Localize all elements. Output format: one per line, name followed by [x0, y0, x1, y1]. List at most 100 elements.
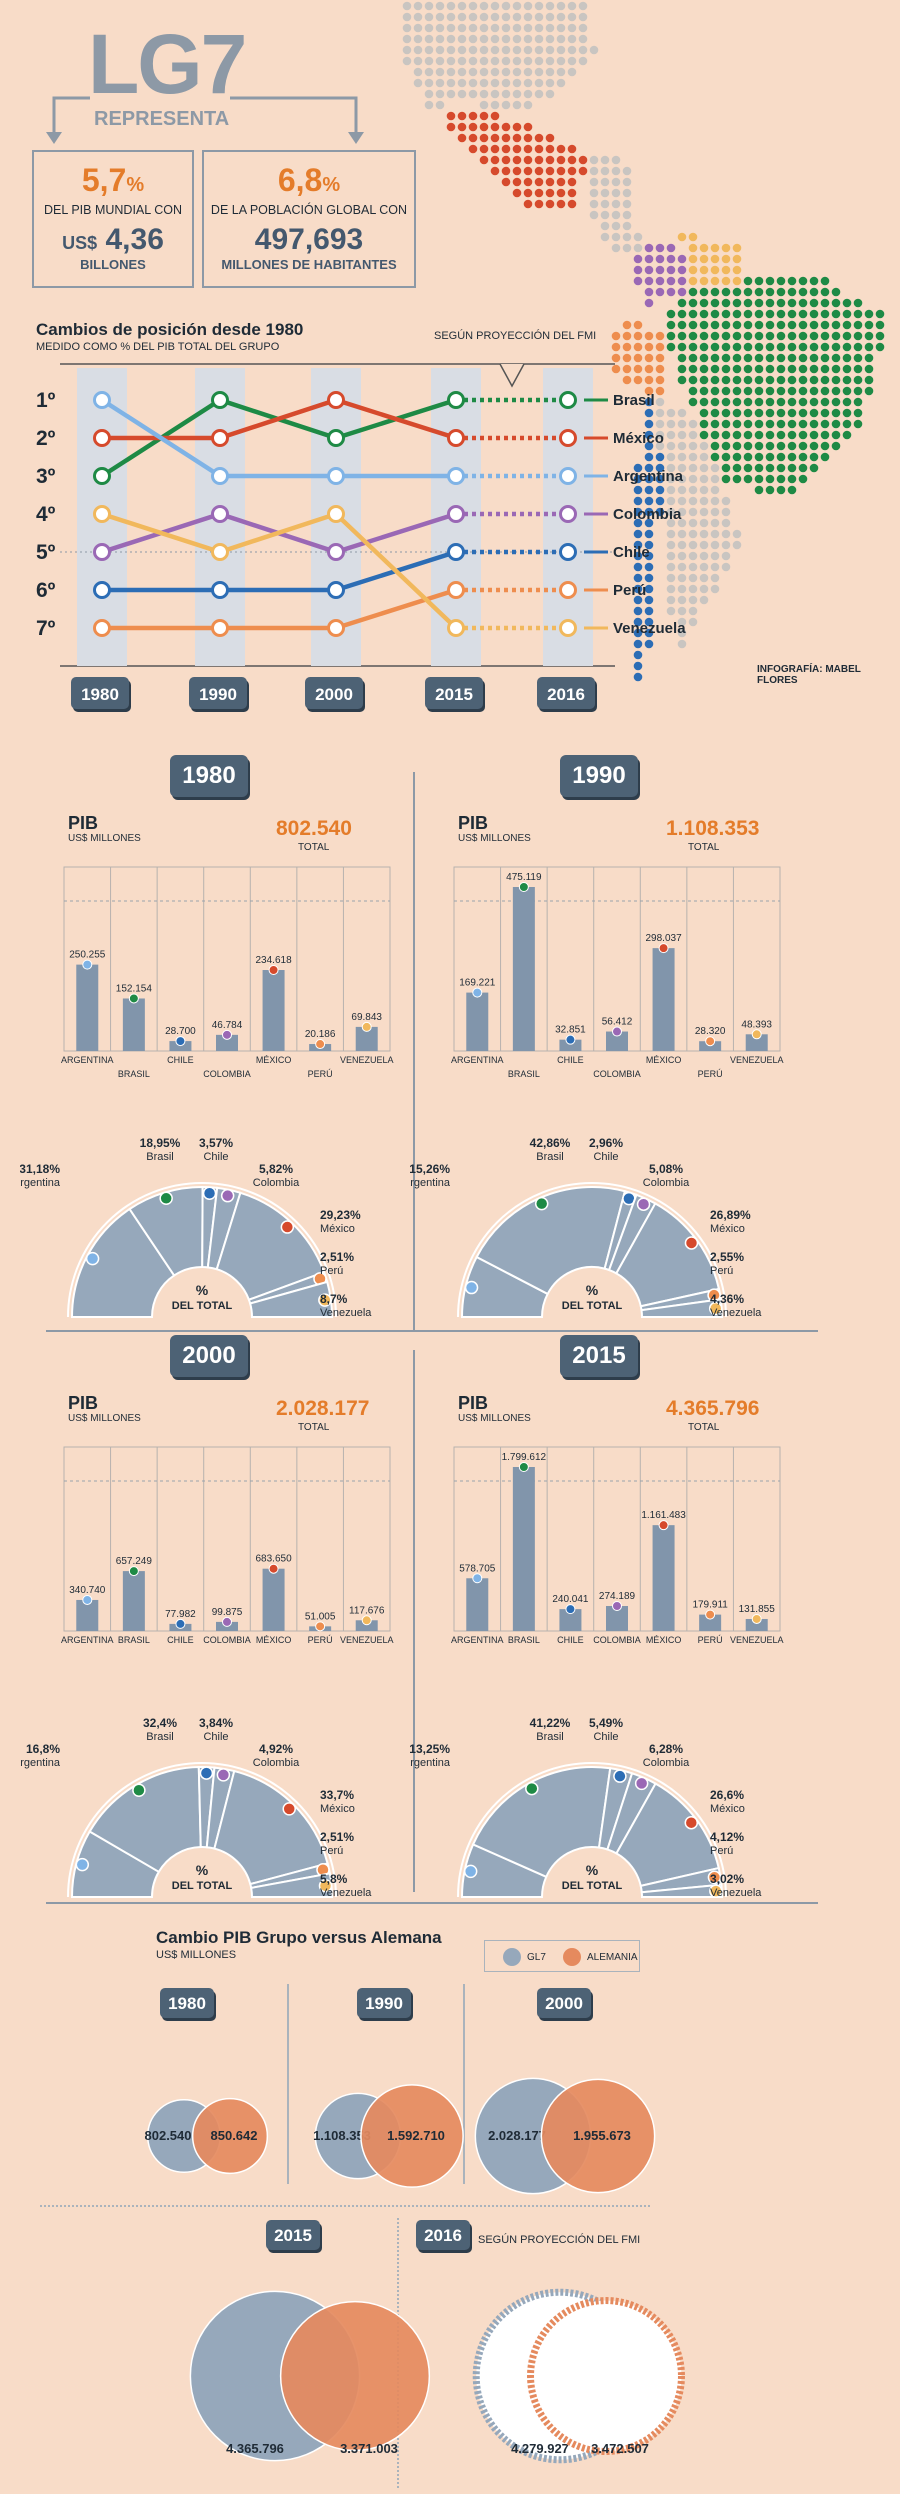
map-dot — [820, 309, 830, 319]
map-dot — [732, 243, 742, 253]
rank-point — [211, 543, 229, 561]
map-dot — [842, 342, 852, 352]
bubble-badge-label: 2015 — [274, 2226, 312, 2245]
bubble-badge-2016 — [416, 2220, 470, 2250]
map-dot — [699, 463, 709, 473]
map-dot — [457, 56, 467, 66]
map-dot — [864, 331, 874, 341]
map-dot — [754, 298, 764, 308]
map-dot — [501, 34, 511, 44]
map-dot — [402, 12, 412, 22]
map-dot — [853, 309, 863, 319]
panel-divider-top — [413, 772, 415, 1332]
map-dot — [820, 276, 830, 286]
map-dot — [644, 452, 654, 462]
map-dot — [710, 287, 720, 297]
bubble-value-label: 850.642 — [211, 2128, 258, 2143]
map-dot — [798, 463, 808, 473]
bubble-value-label: 3.472.507 — [591, 2441, 649, 2456]
map-dot — [765, 287, 775, 297]
pie-marker — [534, 1196, 549, 1211]
bubble-title: Cambio PIB Grupo versus Alemana — [156, 1928, 442, 1947]
bar-category-label: PERÚ — [698, 1069, 723, 1079]
bar-marker — [472, 987, 483, 998]
year-badge-label: 2015 — [435, 685, 473, 704]
rank-point — [327, 391, 345, 409]
map-dot — [688, 320, 698, 330]
map-dot — [699, 452, 709, 462]
map-dot — [644, 496, 654, 506]
bar-category-label: VENEZUELA — [340, 1055, 394, 1065]
map-dot — [589, 199, 599, 209]
pie-percent-label: 32,4% — [143, 1716, 177, 1730]
map-dot — [556, 34, 566, 44]
map-dot — [611, 364, 621, 374]
map-dot — [710, 474, 720, 484]
pie-outline — [457, 1762, 727, 1898]
map-dot — [457, 45, 467, 55]
map-dot — [446, 89, 456, 99]
map-dot — [655, 331, 665, 341]
map-dot — [787, 298, 797, 308]
map-dot — [556, 78, 566, 88]
map-dot — [677, 496, 687, 506]
map-dot — [644, 441, 654, 451]
bar-value-label: 69.843 — [351, 1012, 382, 1023]
map-dot — [534, 133, 544, 143]
pie-marker — [613, 1769, 627, 1783]
map-dot — [853, 408, 863, 418]
bar-category-label: PERÚ — [698, 1635, 723, 1645]
map-dot — [842, 309, 852, 319]
bar-value-label: 179.911 — [692, 1600, 728, 1611]
map-dot — [633, 551, 643, 561]
map-dot — [622, 177, 632, 187]
map-dot — [666, 452, 676, 462]
rank-country-argentina: Argentina — [613, 468, 684, 485]
map-dot — [490, 23, 500, 33]
map-dot — [765, 364, 775, 374]
map-dot — [633, 639, 643, 649]
map-dot — [490, 133, 500, 143]
map-dot — [677, 375, 687, 385]
map-dot — [666, 562, 676, 572]
map-dot — [677, 507, 687, 517]
bar-category-label: CHILE — [167, 1635, 194, 1645]
pie-country-label: Colombia — [253, 1177, 300, 1189]
map-dot — [787, 364, 797, 374]
map-dot — [754, 342, 764, 352]
bar-category-label: PERÚ — [308, 1635, 333, 1645]
map-dot — [644, 298, 654, 308]
map-dot — [754, 353, 764, 363]
map-dot — [644, 529, 654, 539]
map-dot — [633, 474, 643, 484]
latin-america-map — [402, 1, 885, 682]
map-dot — [567, 1, 577, 11]
map-dot — [655, 386, 665, 396]
map-dot — [501, 56, 511, 66]
map-dot — [754, 386, 764, 396]
bar-value-label: 250.255 — [69, 950, 106, 961]
pie-country-label: Brasil — [146, 1731, 174, 1743]
map-dot — [754, 408, 764, 418]
pie-percent-label: 33,7% — [320, 1788, 354, 1802]
map-dot — [534, 188, 544, 198]
map-dot — [875, 309, 885, 319]
map-dot — [677, 276, 687, 286]
map-dot — [578, 1, 588, 11]
map-dot — [798, 309, 808, 319]
map-dot — [721, 320, 731, 330]
bar-chart-1990: 169.221 ARGENTINA 475.119 BRASIL 32.851 CHILE… — [451, 866, 783, 1079]
map-dot — [710, 551, 720, 561]
map-dot — [677, 408, 687, 418]
map-dot — [710, 518, 720, 528]
map-dot — [809, 364, 819, 374]
pie-country-label: Colombia — [643, 1177, 690, 1189]
bar-category-label: BRASIL — [508, 1069, 540, 1079]
map-dot — [820, 287, 830, 297]
map-dot — [765, 474, 775, 484]
map-dot — [743, 386, 753, 396]
map-dot — [424, 78, 434, 88]
map-dot — [424, 23, 434, 33]
pie-country-label: Colombia — [643, 1757, 690, 1769]
map-dot — [721, 397, 731, 407]
